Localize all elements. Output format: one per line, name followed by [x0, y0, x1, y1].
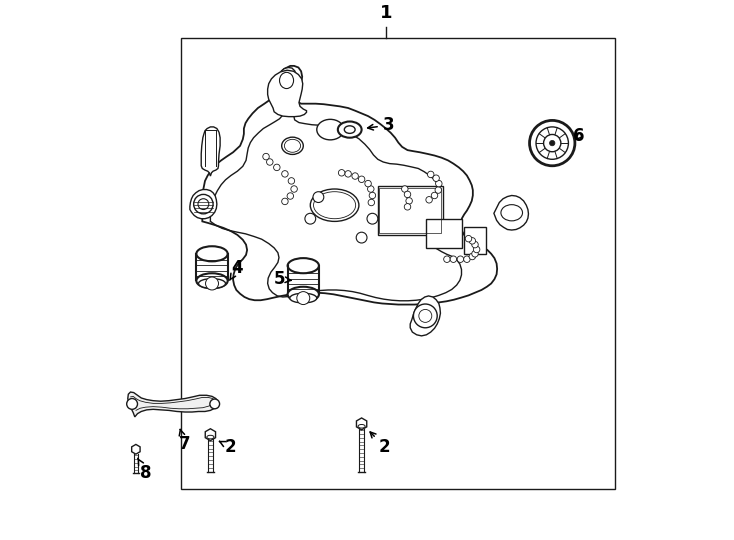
- Circle shape: [443, 256, 450, 262]
- Bar: [181, 38, 615, 489]
- Polygon shape: [357, 418, 367, 430]
- Ellipse shape: [501, 205, 523, 221]
- Polygon shape: [410, 296, 440, 336]
- Circle shape: [297, 292, 310, 305]
- Circle shape: [210, 399, 219, 409]
- Polygon shape: [201, 127, 220, 176]
- Ellipse shape: [344, 126, 355, 133]
- Circle shape: [473, 246, 480, 253]
- Text: 5: 5: [274, 270, 291, 288]
- Ellipse shape: [313, 192, 356, 219]
- Circle shape: [450, 256, 457, 262]
- Circle shape: [435, 187, 442, 193]
- Polygon shape: [190, 190, 217, 219]
- Circle shape: [352, 173, 358, 179]
- Circle shape: [536, 127, 568, 159]
- Circle shape: [406, 198, 413, 204]
- Circle shape: [127, 399, 137, 409]
- Circle shape: [198, 199, 208, 210]
- Ellipse shape: [317, 119, 344, 140]
- Text: 4: 4: [230, 259, 243, 280]
- Circle shape: [529, 120, 575, 166]
- Ellipse shape: [338, 122, 362, 138]
- Circle shape: [426, 197, 432, 203]
- Circle shape: [433, 175, 440, 181]
- Polygon shape: [206, 429, 216, 441]
- Circle shape: [413, 304, 437, 328]
- Polygon shape: [276, 68, 297, 93]
- Bar: [378, 186, 443, 235]
- Ellipse shape: [282, 137, 303, 154]
- Circle shape: [356, 232, 367, 243]
- Circle shape: [464, 256, 470, 262]
- Circle shape: [368, 199, 374, 206]
- Text: 1: 1: [379, 4, 392, 22]
- Text: 8: 8: [138, 458, 151, 482]
- Circle shape: [338, 170, 345, 176]
- Text: 3: 3: [368, 116, 394, 134]
- Text: 7: 7: [178, 429, 190, 453]
- Circle shape: [282, 198, 288, 205]
- Circle shape: [358, 176, 365, 183]
- Circle shape: [469, 253, 476, 260]
- Text: 6: 6: [573, 127, 585, 145]
- Circle shape: [401, 186, 408, 192]
- Circle shape: [465, 235, 472, 242]
- Ellipse shape: [197, 246, 228, 261]
- Circle shape: [550, 140, 555, 146]
- Ellipse shape: [290, 293, 317, 303]
- Circle shape: [368, 186, 374, 192]
- Circle shape: [369, 192, 376, 199]
- Circle shape: [266, 159, 273, 165]
- Ellipse shape: [358, 424, 365, 428]
- Circle shape: [544, 134, 561, 152]
- Circle shape: [435, 180, 442, 187]
- Circle shape: [291, 186, 297, 192]
- Ellipse shape: [197, 273, 228, 288]
- Polygon shape: [494, 195, 528, 230]
- Circle shape: [469, 238, 476, 244]
- Circle shape: [206, 277, 219, 290]
- Circle shape: [419, 309, 432, 322]
- Circle shape: [365, 180, 371, 187]
- Circle shape: [282, 171, 288, 177]
- Polygon shape: [203, 66, 497, 305]
- Circle shape: [404, 191, 411, 198]
- Polygon shape: [128, 392, 218, 417]
- Ellipse shape: [284, 139, 301, 152]
- Polygon shape: [131, 444, 140, 454]
- Circle shape: [287, 193, 294, 199]
- Circle shape: [313, 192, 324, 202]
- Circle shape: [367, 213, 378, 224]
- Text: 2: 2: [219, 438, 237, 456]
- Ellipse shape: [207, 435, 214, 439]
- Circle shape: [263, 153, 269, 160]
- Circle shape: [274, 164, 280, 171]
- Circle shape: [457, 256, 464, 262]
- Circle shape: [472, 241, 479, 248]
- Bar: [464, 227, 486, 254]
- Ellipse shape: [288, 258, 319, 273]
- Circle shape: [288, 178, 294, 184]
- Ellipse shape: [280, 72, 294, 89]
- Circle shape: [345, 171, 352, 177]
- Bar: [379, 188, 441, 233]
- Circle shape: [472, 251, 479, 257]
- Ellipse shape: [198, 279, 225, 288]
- Ellipse shape: [288, 287, 319, 302]
- Circle shape: [427, 171, 434, 178]
- Circle shape: [305, 213, 316, 224]
- Circle shape: [404, 204, 411, 210]
- Ellipse shape: [310, 189, 359, 221]
- Bar: [426, 219, 462, 248]
- Polygon shape: [268, 70, 307, 117]
- Circle shape: [432, 192, 437, 199]
- Circle shape: [194, 194, 213, 214]
- Text: 2: 2: [370, 432, 390, 456]
